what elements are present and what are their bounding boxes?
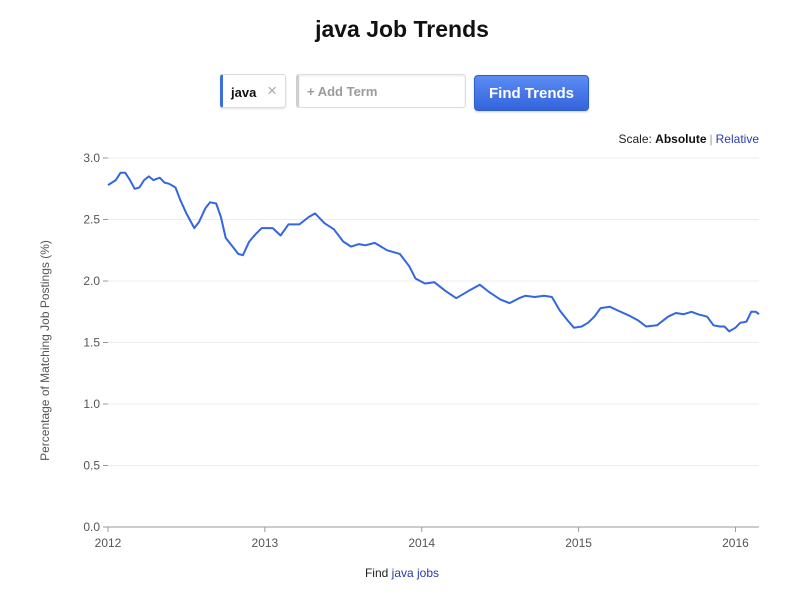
footer-prefix: Find — [364, 566, 389, 580]
scale-relative-link[interactable]: Relative — [715, 132, 759, 146]
scale-separator: | — [709, 132, 713, 146]
x-tick-label: 2016 — [722, 536, 749, 550]
x-tick-label: 2014 — [408, 536, 435, 550]
chart-series — [107, 171, 760, 333]
scale-prefix: Scale: — [618, 132, 652, 146]
y-axis-title: Percentage of Matching Job Postings (%) — [38, 240, 52, 461]
add-term-input[interactable] — [296, 74, 466, 108]
y-tick-label: 1.0 — [83, 397, 100, 411]
x-tick-label: 2012 — [95, 536, 122, 550]
y-tick-label: 1.5 — [83, 336, 100, 350]
scale-absolute-option[interactable]: Absolute — [655, 132, 707, 146]
chart-axes: 0.0 0.5 1.0 1.5 2.0 2.5 3.0 2012 2013 2014 2015 201… — [38, 151, 759, 550]
search-term-chip[interactable]: java × — [220, 74, 286, 108]
y-tick-label: 2.0 — [83, 274, 100, 288]
y-tick-label: 3.0 — [83, 151, 100, 165]
chart-grid — [108, 157, 759, 466]
find-trends-button[interactable]: Find Trends — [474, 75, 589, 111]
footer: Find java jobs — [0, 566, 804, 580]
y-tick-label: 2.5 — [83, 213, 100, 227]
x-tick-label: 2015 — [565, 536, 592, 550]
close-icon[interactable]: × — [267, 81, 277, 100]
y-tick-label: 0.5 — [83, 459, 100, 473]
series-line-java — [107, 171, 760, 333]
search-term-label: java — [231, 85, 257, 100]
y-tick-label: 0.0 — [83, 520, 100, 534]
java-jobs-link[interactable]: java jobs — [391, 566, 440, 580]
x-tick-label: 2013 — [252, 536, 279, 550]
scale-selector: Scale: Absolute | Relative — [618, 132, 759, 146]
page-title: java Job Trends — [315, 16, 489, 42]
